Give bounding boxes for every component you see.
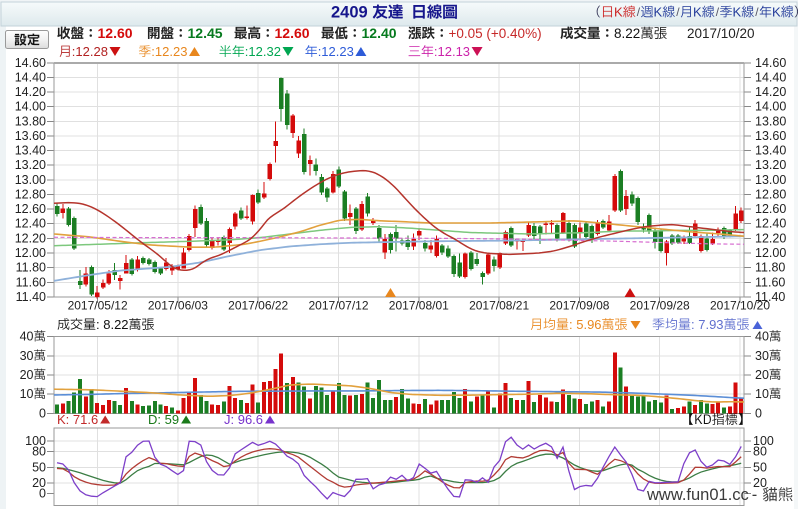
svg-text:11.60: 11.60	[755, 275, 785, 289]
svg-text:D: 59: D: 59	[148, 412, 179, 427]
svg-text::12.28: :12.28	[72, 44, 108, 59]
svg-text:40: 40	[755, 330, 769, 344]
svg-text:www.fun01.cc: www.fun01.cc	[646, 486, 749, 504]
svg-text:13.00: 13.00	[755, 173, 786, 187]
svg-text:13.20: 13.20	[15, 158, 46, 172]
svg-text:14.00: 14.00	[755, 100, 786, 114]
svg-text:-: -	[752, 486, 758, 504]
svg-text:12.80: 12.80	[15, 188, 46, 202]
svg-text:11.80: 11.80	[755, 261, 785, 275]
svg-text:0: 0	[39, 406, 46, 420]
svg-text::12.23: :12.23	[151, 44, 187, 59]
svg-text:12.60: 12.60	[755, 202, 786, 216]
svg-text:12.20: 12.20	[15, 231, 46, 245]
svg-text:30: 30	[755, 349, 769, 363]
svg-text:100: 100	[25, 434, 46, 448]
svg-text:20: 20	[753, 476, 767, 490]
svg-text:2017/07/12: 2017/07/12	[308, 299, 368, 313]
svg-text:14.40: 14.40	[755, 70, 786, 84]
svg-text:K: K	[614, 5, 623, 20]
svg-text:12.40: 12.40	[755, 217, 786, 231]
svg-text:/: /	[716, 5, 720, 19]
svg-text:40: 40	[20, 330, 34, 344]
svg-text:2409: 2409	[331, 4, 368, 22]
svg-text:12.40: 12.40	[15, 217, 46, 231]
svg-text:2017/06/22: 2017/06/22	[228, 299, 288, 313]
svg-text:K: K	[733, 5, 742, 20]
svg-text:13.20: 13.20	[755, 158, 786, 172]
svg-text:K: K	[693, 5, 702, 20]
svg-text:/: /	[755, 5, 759, 19]
svg-text:12.00: 12.00	[755, 246, 786, 260]
svg-text:K: 71.6: K: 71.6	[57, 412, 98, 427]
svg-text:0: 0	[755, 406, 762, 420]
svg-text:14.20: 14.20	[15, 85, 46, 99]
svg-text:100: 100	[753, 434, 774, 448]
svg-text:13.40: 13.40	[755, 144, 786, 158]
svg-text::12.13: :12.13	[434, 44, 470, 59]
svg-text:2017/06/03: 2017/06/03	[148, 299, 208, 313]
svg-text:2017/09/08: 2017/09/08	[549, 299, 609, 313]
svg-text:12.60: 12.60	[98, 25, 133, 41]
svg-text:13.80: 13.80	[15, 114, 46, 128]
svg-text::12.32: :12.32	[245, 44, 281, 59]
svg-text:10: 10	[755, 387, 769, 401]
svg-text:2017/10/20: 2017/10/20	[710, 299, 770, 313]
svg-text:12.60: 12.60	[275, 25, 310, 41]
svg-text:20: 20	[755, 368, 769, 382]
svg-text:30: 30	[20, 349, 34, 363]
svg-text:12.40: 12.40	[362, 25, 397, 41]
svg-text:J: 96.6: J: 96.6	[224, 412, 263, 427]
svg-text:12.20: 12.20	[755, 231, 786, 245]
svg-text:50: 50	[32, 460, 46, 474]
svg-text:2017/10/20: 2017/10/20	[687, 26, 755, 41]
svg-text:12.60: 12.60	[15, 202, 46, 216]
svg-text:0: 0	[39, 487, 46, 501]
svg-text:50: 50	[753, 460, 767, 474]
svg-text:14.40: 14.40	[15, 70, 46, 84]
svg-text:20: 20	[32, 476, 46, 490]
svg-text:2017/08/01: 2017/08/01	[389, 299, 449, 313]
svg-text:13.40: 13.40	[15, 144, 46, 158]
svg-text:12.00: 12.00	[15, 246, 46, 260]
svg-text:2017/05/12: 2017/05/12	[68, 299, 128, 313]
svg-text:K: K	[654, 5, 663, 20]
svg-text:13.60: 13.60	[15, 129, 46, 143]
svg-text:13.00: 13.00	[15, 173, 46, 187]
svg-text:80: 80	[32, 445, 46, 459]
svg-text:11.40: 11.40	[755, 290, 785, 304]
svg-text:: 7.93: : 7.93	[691, 317, 724, 332]
svg-text:10: 10	[20, 387, 34, 401]
svg-text:2017/09/28: 2017/09/28	[630, 299, 690, 313]
svg-text:14.20: 14.20	[755, 85, 786, 99]
svg-text:11.80: 11.80	[16, 261, 46, 275]
svg-text:2017/08/21: 2017/08/21	[469, 299, 529, 313]
svg-text:/: /	[676, 5, 680, 19]
svg-text:12.80: 12.80	[755, 188, 786, 202]
svg-text:13.60: 13.60	[755, 129, 786, 143]
svg-text:13.80: 13.80	[755, 114, 786, 128]
svg-text:80: 80	[753, 445, 767, 459]
svg-text:14.60: 14.60	[15, 56, 46, 70]
svg-text:14.00: 14.00	[15, 100, 46, 114]
svg-text:8.22: 8.22	[614, 26, 640, 41]
svg-text::12.23: :12.23	[318, 44, 354, 59]
svg-text:K: K	[772, 5, 781, 20]
svg-text:12.45: 12.45	[188, 25, 223, 41]
svg-text:20: 20	[20, 368, 34, 382]
svg-text:14.60: 14.60	[755, 56, 786, 70]
svg-text:11.40: 11.40	[16, 290, 46, 304]
svg-text:: 5.96: : 5.96	[569, 317, 602, 332]
svg-text:+0.05 (+0.40%): +0.05 (+0.40%)	[449, 26, 542, 41]
svg-text:/: /	[637, 5, 641, 19]
svg-text:: 8.22: : 8.22	[96, 317, 129, 332]
svg-text:11.60: 11.60	[16, 275, 46, 289]
